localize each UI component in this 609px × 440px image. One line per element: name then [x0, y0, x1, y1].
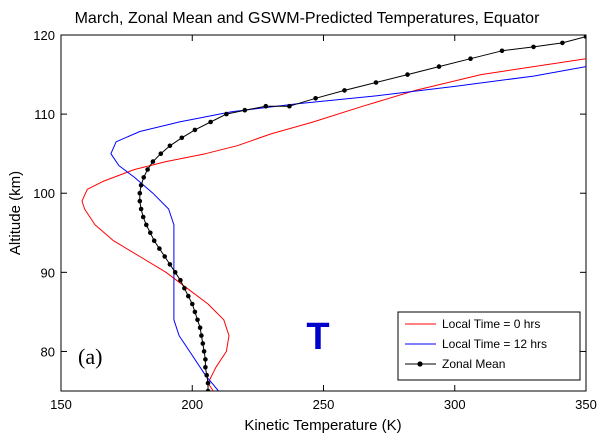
data-point — [151, 238, 157, 243]
chart-title: March, Zonal Mean and GSWM-Predicted Tem… — [75, 10, 540, 27]
x-tick-label: 200 — [181, 397, 203, 412]
series-line-2 — [110, 66, 586, 391]
legend-label: Local Time = 12 hrs — [442, 337, 547, 351]
y-tick-label: 90 — [41, 265, 55, 280]
data-point — [157, 246, 162, 251]
data-point — [179, 135, 185, 141]
y-tick-label: 110 — [34, 107, 55, 122]
data-point — [373, 80, 379, 85]
legend: Local Time = 0 hrs Local Time = 12 hrs Zon… — [397, 311, 581, 381]
data-point — [583, 35, 586, 39]
data-point — [436, 64, 442, 69]
data-point — [531, 44, 536, 50]
x-axis-label: Kinetic Temperature (K) — [244, 417, 401, 434]
data-point — [140, 214, 146, 220]
data-point — [200, 341, 206, 346]
data-point — [141, 175, 146, 180]
series-group — [81, 35, 586, 391]
data-point — [148, 230, 153, 236]
data-point — [137, 198, 143, 204]
data-point — [204, 372, 209, 378]
data-point — [192, 127, 198, 133]
y-tick-label: 100 — [33, 186, 55, 201]
data-point — [201, 349, 207, 354]
y-tick-label: 120 — [33, 28, 55, 43]
data-point — [197, 325, 203, 331]
data-point — [178, 277, 183, 283]
data-point — [205, 388, 211, 391]
data-point — [150, 159, 156, 164]
data-point — [242, 107, 248, 113]
data-point — [287, 103, 292, 109]
annotation-t: T — [306, 316, 329, 358]
data-point — [560, 40, 565, 46]
data-point — [138, 183, 144, 188]
data-point — [195, 317, 200, 323]
data-point — [208, 119, 213, 125]
data-point — [199, 333, 204, 338]
data-point — [205, 380, 211, 386]
plot-layer — [81, 35, 586, 391]
legend-items: Local Time = 0 hrs Local Time = 12 hrs Zon… — [405, 317, 547, 371]
data-point — [145, 167, 150, 172]
data-point — [263, 103, 269, 109]
y-tick-label: 80 — [41, 344, 55, 359]
data-point — [138, 206, 144, 212]
data-point — [313, 96, 318, 101]
legend-marker — [417, 361, 423, 367]
data-point — [190, 301, 195, 307]
data-point — [172, 270, 178, 275]
data-point — [468, 56, 473, 61]
legend-box — [397, 311, 581, 381]
data-point — [182, 285, 187, 291]
data-point — [162, 254, 167, 259]
y-axis-label: Altitude (km) — [7, 171, 24, 255]
legend-label: Local Time = 0 hrs — [442, 317, 540, 331]
x-tick-label: 350 — [575, 397, 597, 412]
x-tick-label: 300 — [444, 397, 466, 412]
data-point — [224, 111, 229, 117]
data-point — [342, 88, 347, 93]
series-line-1 — [81, 58, 586, 391]
legend-label: Zonal Mean — [442, 357, 505, 371]
data-point — [203, 357, 208, 362]
data-point — [144, 222, 149, 228]
data-point — [192, 309, 198, 315]
tick-layer: 150 200 250 300 350 80 90 100 110 120 — [33, 28, 597, 412]
data-point — [499, 48, 505, 54]
x-tick-label: 150 — [50, 397, 72, 412]
data-point — [167, 262, 173, 267]
data-point — [405, 72, 410, 77]
data-point — [137, 190, 143, 196]
x-tick-label: 250 — [313, 397, 335, 412]
data-point — [158, 151, 164, 156]
data-point — [186, 293, 191, 299]
data-point — [203, 365, 208, 370]
panel-label: (a) — [78, 344, 102, 369]
data-point — [167, 143, 173, 149]
